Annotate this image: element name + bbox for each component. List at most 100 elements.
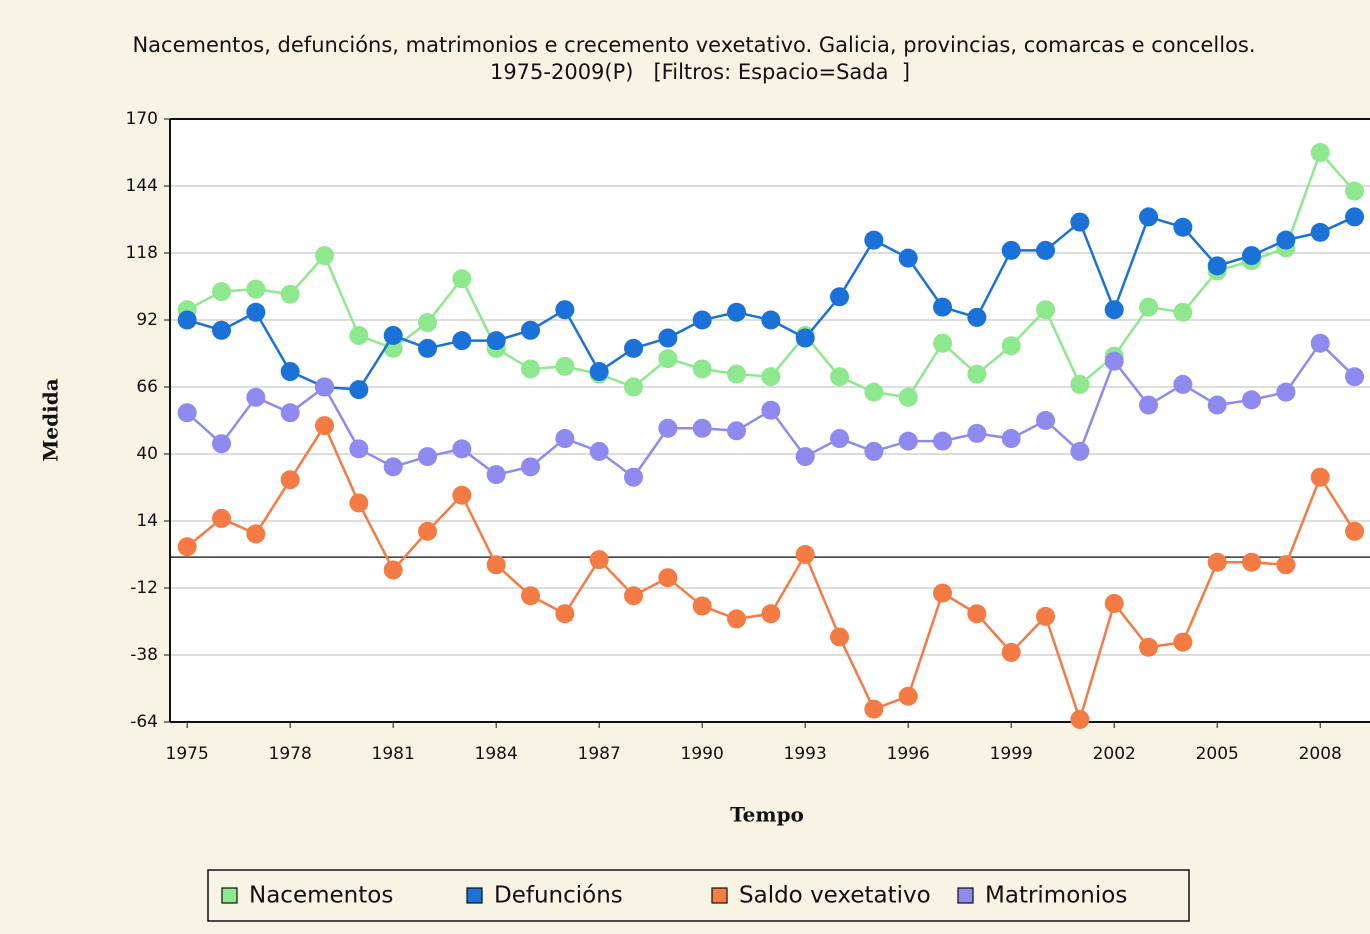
data-point xyxy=(452,439,472,459)
x-tick-label: 1981 xyxy=(372,744,415,764)
x-tick-label: 1990 xyxy=(681,744,724,764)
data-point xyxy=(727,421,747,441)
data-point xyxy=(212,508,232,528)
data-point xyxy=(1001,429,1021,449)
legend-label: Defuncións xyxy=(494,883,623,909)
data-point xyxy=(418,521,438,541)
data-point xyxy=(761,310,781,330)
data-point xyxy=(795,545,815,564)
data-point xyxy=(280,362,300,382)
data-point xyxy=(933,583,953,603)
data-point xyxy=(933,333,953,353)
data-point xyxy=(1139,297,1159,317)
data-point xyxy=(967,307,987,327)
data-point xyxy=(795,447,815,467)
data-point xyxy=(1173,217,1193,237)
legend-label: Saldo vexetativo xyxy=(739,883,931,909)
data-point xyxy=(1345,207,1365,227)
data-point xyxy=(212,282,232,302)
data-point xyxy=(1276,382,1296,402)
data-point xyxy=(1242,552,1262,572)
data-point xyxy=(1104,593,1124,613)
data-point xyxy=(933,431,953,451)
data-point xyxy=(1207,395,1227,415)
legend-swatch xyxy=(466,887,483,904)
data-point xyxy=(864,441,884,461)
data-point xyxy=(761,367,781,387)
x-tick-label: 1996 xyxy=(887,744,930,764)
data-point xyxy=(383,560,403,580)
data-point xyxy=(246,302,266,322)
y-tick-label: 40 xyxy=(136,444,158,464)
data-point xyxy=(1310,333,1330,353)
data-point xyxy=(1001,336,1021,356)
x-tick-label: 2008 xyxy=(1299,744,1342,764)
x-tick-label: 1987 xyxy=(578,744,621,764)
data-point xyxy=(1036,300,1056,320)
data-point xyxy=(246,387,266,407)
data-point xyxy=(486,465,506,485)
data-point xyxy=(1070,709,1090,729)
legend-swatch xyxy=(711,887,728,904)
data-point xyxy=(280,284,300,304)
legend-swatch xyxy=(957,887,974,904)
data-point xyxy=(1173,374,1193,394)
data-point xyxy=(589,441,609,461)
data-point xyxy=(452,269,472,289)
y-tick-label: 14 xyxy=(136,511,158,531)
data-point xyxy=(1276,555,1296,575)
y-tick-label: 170 xyxy=(126,109,158,129)
data-point xyxy=(555,604,575,624)
data-point xyxy=(830,429,850,449)
data-point xyxy=(1070,441,1090,461)
data-point xyxy=(727,364,747,384)
legend-box xyxy=(207,869,1190,922)
data-point xyxy=(692,359,712,379)
y-tick-label: -12 xyxy=(130,578,158,598)
data-point xyxy=(1070,212,1090,232)
data-point xyxy=(246,524,266,544)
data-point xyxy=(452,331,472,351)
data-point xyxy=(898,431,918,451)
data-point xyxy=(1139,637,1159,657)
y-tick-label: 92 xyxy=(136,310,158,330)
data-point xyxy=(349,493,369,513)
data-point xyxy=(1036,606,1056,626)
data-point xyxy=(830,287,850,307)
data-point xyxy=(555,429,575,449)
data-point xyxy=(1070,374,1090,394)
data-point xyxy=(967,604,987,624)
data-point xyxy=(383,325,403,345)
data-point xyxy=(1242,246,1262,266)
data-point xyxy=(1310,467,1330,487)
y-axis-label: Medida xyxy=(39,378,63,461)
data-point xyxy=(383,457,403,477)
data-point xyxy=(1345,367,1365,387)
data-point xyxy=(177,537,197,557)
data-point xyxy=(624,377,644,397)
data-point xyxy=(1276,230,1296,250)
data-point xyxy=(1036,411,1056,430)
data-point xyxy=(967,364,987,384)
data-point xyxy=(967,423,987,443)
data-point xyxy=(864,382,884,402)
data-point xyxy=(418,338,438,358)
data-point xyxy=(692,310,712,330)
data-point xyxy=(418,447,438,467)
data-point xyxy=(212,434,232,454)
data-point xyxy=(1104,300,1124,320)
legend-label: Nacementos xyxy=(249,883,393,909)
data-point xyxy=(933,297,953,317)
y-tick-label: 66 xyxy=(136,377,158,397)
data-point xyxy=(830,367,850,387)
data-point xyxy=(349,325,369,345)
data-point xyxy=(795,328,815,348)
data-point xyxy=(624,467,644,487)
data-point xyxy=(177,403,197,423)
data-point xyxy=(727,302,747,322)
data-point xyxy=(727,609,747,629)
data-point xyxy=(898,686,918,706)
legend-swatch xyxy=(221,887,238,904)
data-point xyxy=(864,230,884,250)
